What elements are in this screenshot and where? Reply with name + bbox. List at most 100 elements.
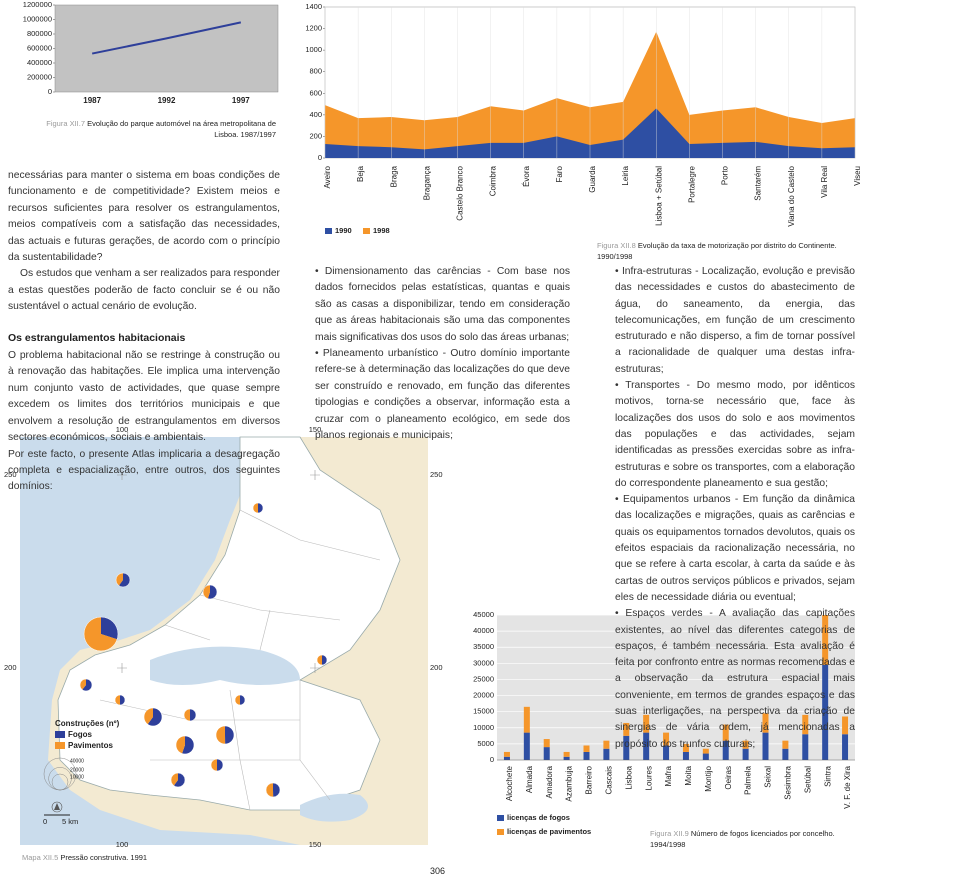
caption: Figura XII.7 Evolução do parque automóve… <box>36 118 276 140</box>
column-1: necessárias para manter o sistema em boa… <box>8 168 280 496</box>
x-tick-label: Beja <box>356 165 365 182</box>
x-tick-label: Almada <box>525 765 534 793</box>
grid-label: 100 <box>116 425 129 434</box>
grid-label: 150 <box>309 840 322 849</box>
x-tick-label: Évora <box>522 165 531 186</box>
caption-text: Evolução do parque automóvel na área met… <box>87 119 276 139</box>
map-region <box>57 436 401 811</box>
bar-segment <box>782 748 789 760</box>
y-tick-label: 1200000 <box>23 0 52 9</box>
paragraph: O problema habitacional não se restringe… <box>8 350 280 444</box>
pie-outline <box>83 616 119 652</box>
pie-wedge <box>217 759 223 771</box>
pie-wedge <box>183 709 190 721</box>
paragraph: • Transportes - Do mesmo modo, por idênt… <box>615 380 855 489</box>
x-tick-label: Barreiro <box>585 765 594 794</box>
pie-outline <box>114 694 126 706</box>
pie-wedge <box>182 736 194 754</box>
x-tick-label: Oeiras <box>724 766 733 790</box>
caption: Figura XII.9 Número de fogos licenciados… <box>650 828 870 850</box>
bar-segment <box>842 734 849 760</box>
pie-wedge <box>240 695 245 705</box>
pie-wedge <box>147 708 162 726</box>
legend-swatch <box>55 742 65 749</box>
paragraph: • Infra-estruturas - Localização, evoluç… <box>615 266 855 375</box>
x-tick-label: Lisboa <box>624 765 633 789</box>
scale-zero: 0 <box>43 817 47 826</box>
map: 100 100 150 150 250 250 200 200 Construç… <box>4 425 443 849</box>
bar-segment <box>623 735 630 760</box>
x-tick-label: Guarda <box>588 165 597 192</box>
bar-segment <box>643 732 650 760</box>
grid-label: 250 <box>430 470 443 479</box>
y-tick-label: 600 <box>309 88 322 97</box>
pie-wedge <box>82 679 92 691</box>
y-tick-label: 200000 <box>27 72 52 81</box>
pie-wedge <box>203 585 210 599</box>
north-arrow-ring <box>51 801 63 813</box>
bar-segment <box>842 716 849 735</box>
y-tick-label: 20000 <box>473 691 494 700</box>
bar-segment <box>722 740 729 760</box>
bar-segment <box>663 732 670 746</box>
map-boundaries <box>99 509 381 811</box>
x-tick-label: Porto <box>721 165 730 185</box>
pie-outline <box>210 758 224 772</box>
x-tick-label: Aveiro <box>323 165 332 188</box>
y-tick-label: 0 <box>318 153 322 162</box>
x-tick-label: Santarém <box>754 166 763 201</box>
legend-swatch <box>325 228 332 234</box>
bar-segment <box>623 722 630 736</box>
map-grid-labels: 100 100 150 150 250 250 200 200 <box>4 425 443 849</box>
x-tick-label: Coimbra <box>489 165 498 196</box>
x-tick-label: Cascais <box>604 766 613 794</box>
bar-segment <box>563 756 570 760</box>
grid-label: 250 <box>4 470 17 479</box>
line <box>91 21 242 55</box>
y-tick-label: 800000 <box>27 29 52 38</box>
x-tick-label: Portalegre <box>687 165 696 202</box>
page-number: 306 <box>430 866 446 876</box>
pie-wedge <box>101 617 118 640</box>
bar-segment <box>503 751 510 757</box>
bar-segment <box>722 724 729 741</box>
legend-label: Pavimentos <box>68 741 113 750</box>
bar-segment <box>523 706 530 733</box>
caption-label: Mapa XII.5 <box>22 853 59 862</box>
pie-outline <box>170 772 186 788</box>
bar-segment <box>523 732 530 760</box>
x-tick-label: Faro <box>555 165 564 182</box>
map-tagus <box>150 646 300 685</box>
paragraph: • Espaços verdes - A avaliação das capit… <box>615 608 855 750</box>
pie-outline <box>265 782 281 798</box>
x-tick-label: Leiria <box>621 165 630 185</box>
pie-outline <box>175 735 195 755</box>
pie-outline <box>143 707 163 727</box>
bar-segment <box>543 739 550 748</box>
grid-label: 200 <box>430 663 443 672</box>
pie-wedge <box>120 695 125 705</box>
caption-label: Figura XII.8 <box>597 241 636 250</box>
pie-wedge <box>207 585 217 599</box>
north-arrow <box>54 803 60 810</box>
bar-segment <box>802 734 809 760</box>
legend-swatch <box>497 815 504 821</box>
x-tick-label: Seixal <box>764 766 773 788</box>
pie-wedge <box>216 726 226 744</box>
x-tick-label: Sintra <box>823 765 832 786</box>
pie-wedge <box>173 773 185 787</box>
x-tick-label: Mafra <box>664 765 673 786</box>
caption-text: Evolução da taxa de motorização por dist… <box>597 241 837 261</box>
pie-wedge <box>144 708 153 725</box>
y-tick-label: 35000 <box>473 642 494 651</box>
bar-segment <box>742 740 749 749</box>
bar-segment <box>682 751 689 760</box>
y-tick-label: 40000 <box>473 626 494 635</box>
bar-segment <box>702 748 709 754</box>
caption: Figura XII.8 Evolução da taxa de motoriz… <box>597 240 857 262</box>
heading: Os estrangulamentos habitacionais <box>8 331 186 344</box>
pie-outline <box>252 502 264 514</box>
pie-wedge <box>116 573 123 586</box>
x-tick-label: Castelo Branco <box>456 165 465 220</box>
